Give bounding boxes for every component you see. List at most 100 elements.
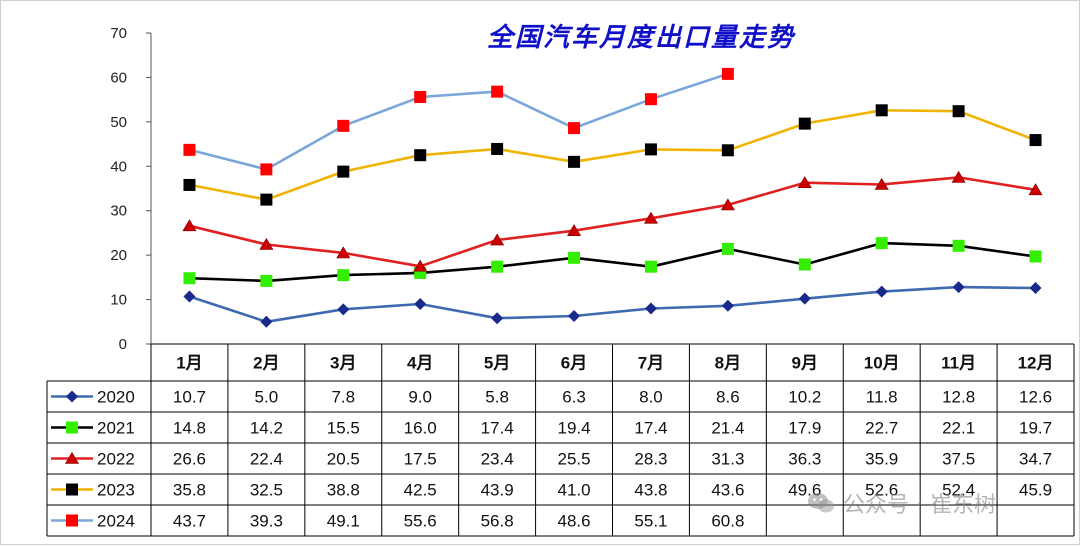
data-label: 48.6 <box>557 512 590 531</box>
data-point-2022 <box>490 233 505 246</box>
data-label: 43.8 <box>634 481 667 500</box>
y-axis: 0 10 20 30 40 50 60 70 <box>110 25 152 353</box>
data-label: 21.4 <box>711 419 744 438</box>
data-label: 49.1 <box>327 512 360 531</box>
data-label: 41.0 <box>557 481 590 500</box>
data-label: 8.0 <box>639 388 663 407</box>
y-tick-label: 30 <box>110 203 127 220</box>
y-tick-label: 70 <box>110 25 127 42</box>
series-line-2023 <box>189 109 1036 201</box>
series-line-2020 <box>189 285 1036 324</box>
data-point-2020 <box>644 302 657 315</box>
legend-entry-2022: 2022 <box>51 450 135 469</box>
data-point-2023 <box>798 117 811 130</box>
series-line-2022 <box>189 176 1036 268</box>
data-label: 5.8 <box>485 388 509 407</box>
data-point-2023 <box>875 104 888 117</box>
legend-marker <box>66 421 78 434</box>
data-label: 43.6 <box>711 481 744 500</box>
data-label: 52.6 <box>865 481 898 500</box>
data-point-2023 <box>414 149 427 162</box>
legend-entry-2023: 2023 <box>51 481 135 500</box>
x-tick-label: 12月 <box>1018 354 1054 373</box>
data-point-2020 <box>1029 282 1042 295</box>
data-point-2022 <box>720 198 735 211</box>
data-label: 28.3 <box>634 450 667 469</box>
data-point-2022 <box>951 170 966 183</box>
data-point-2020 <box>260 315 273 328</box>
data-label: 56.8 <box>481 512 514 531</box>
data-point-2023 <box>721 144 734 157</box>
data-label: 19.4 <box>557 419 590 438</box>
data-point-2020 <box>798 292 811 305</box>
series-layer <box>182 67 1043 328</box>
data-point-2022 <box>643 211 658 224</box>
data-point-2020 <box>183 290 196 303</box>
data-label: 17.4 <box>481 419 514 438</box>
x-tick-label: 10月 <box>864 354 900 373</box>
data-table: 1月 2月 3月 4月 5月 6月 7月 8月 9月 10月 11月 12月 2020 10.7 5.0 7.… <box>46 343 1075 537</box>
data-label: 43.7 <box>173 512 206 531</box>
data-point-2022 <box>1028 183 1043 196</box>
legend-label: 2024 <box>97 512 135 531</box>
data-label: 31.3 <box>711 450 744 469</box>
data-label: 55.6 <box>404 512 437 531</box>
data-point-2023 <box>183 178 196 191</box>
chart-title: 全国汽车月度出口量走势 <box>486 23 795 53</box>
data-label: 25.5 <box>557 450 590 469</box>
data-point-2021 <box>721 242 734 255</box>
data-point-2022 <box>874 177 889 190</box>
data-point-2020 <box>952 281 965 294</box>
y-tick-label: 50 <box>110 114 127 131</box>
series-line-2024 <box>189 72 729 171</box>
data-point-2020 <box>337 303 350 316</box>
data-point-2024 <box>414 90 427 103</box>
data-label: 14.8 <box>173 419 206 438</box>
x-tick-label: 7月 <box>638 354 664 373</box>
y-tick-label: 20 <box>110 247 127 264</box>
data-label: 5.0 <box>255 388 279 407</box>
legend-entry-2021: 2021 <box>51 419 135 438</box>
data-point-2022 <box>797 176 812 189</box>
data-label: 23.4 <box>481 450 514 469</box>
data-point-2021 <box>644 260 657 273</box>
legend-label: 2022 <box>97 450 135 469</box>
data-label: 45.9 <box>1019 481 1052 500</box>
data-point-2020 <box>414 298 427 311</box>
data-point-2024 <box>568 122 581 135</box>
data-point-2020 <box>491 312 504 325</box>
data-label: 8.6 <box>716 388 740 407</box>
data-label: 12.6 <box>1019 388 1052 407</box>
data-point-2021 <box>952 239 965 252</box>
data-label: 22.1 <box>942 419 975 438</box>
data-point-2024 <box>183 143 196 156</box>
series-2022 <box>182 170 1043 272</box>
legend-marker <box>66 514 78 527</box>
data-label: 42.5 <box>404 481 437 500</box>
series-2024 <box>183 67 734 176</box>
x-tick-label: 8月 <box>715 354 741 373</box>
x-tick-label: 1月 <box>176 354 202 373</box>
data-label: 43.9 <box>481 481 514 500</box>
x-tick-label: 6月 <box>561 354 587 373</box>
data-point-2022 <box>259 237 274 250</box>
data-point-2024 <box>491 85 504 98</box>
watermark: 公众号 · 崔东树 <box>807 486 1057 520</box>
data-label: 10.2 <box>788 388 821 407</box>
data-label: 19.7 <box>1019 419 1052 438</box>
data-label: 32.5 <box>250 481 283 500</box>
y-tick-label: 60 <box>110 69 127 86</box>
legend-label: 2023 <box>97 481 135 500</box>
data-point-2023 <box>491 142 504 155</box>
data-label: 11.8 <box>866 388 898 407</box>
x-tick-label: 3月 <box>330 354 356 373</box>
data-label: 38.8 <box>327 481 360 500</box>
y-tick-label: 0 <box>119 336 127 353</box>
data-point-2023 <box>337 165 350 178</box>
data-label: 14.2 <box>250 419 283 438</box>
data-point-2021 <box>183 272 196 285</box>
data-point-2022 <box>567 224 582 237</box>
data-point-2024 <box>260 163 273 176</box>
series-2020 <box>183 281 1042 328</box>
data-label: 39.3 <box>250 512 283 531</box>
